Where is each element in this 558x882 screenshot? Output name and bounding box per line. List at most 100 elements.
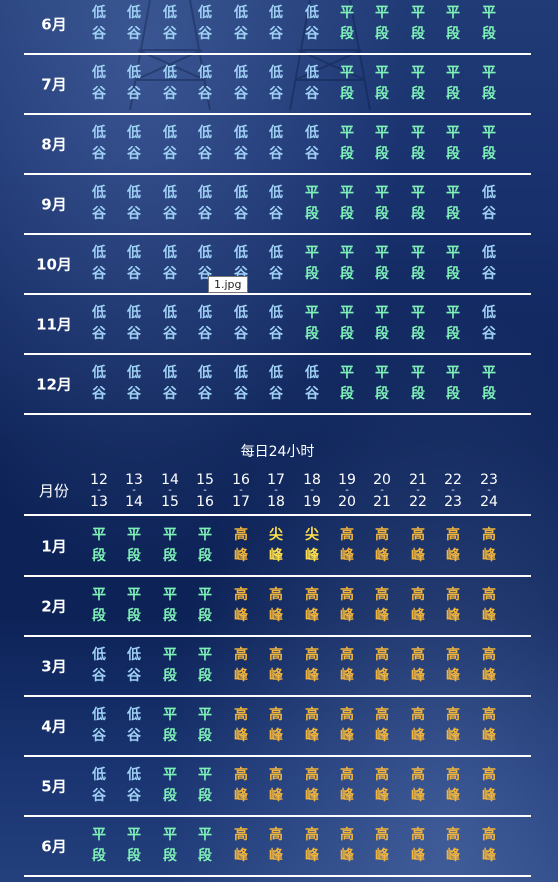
- rate-cell: 平段: [482, 64, 496, 102]
- rate-cell: 低谷: [127, 184, 141, 222]
- rate-cell: 平段: [163, 826, 177, 864]
- rate-cell: 平段: [340, 4, 354, 42]
- rate-cell: 平段: [163, 706, 177, 744]
- rate-cell: 平段: [340, 124, 354, 162]
- rate-cell: 低谷: [305, 364, 319, 402]
- rate-cell: 低谷: [127, 706, 141, 744]
- rate-cell: 平段: [446, 304, 460, 342]
- row-month-label: 9月: [41, 195, 67, 213]
- rate-cell: 低谷: [234, 4, 248, 42]
- rate-cell: 低谷: [92, 64, 106, 102]
- rate-cell: 低谷: [127, 64, 141, 102]
- rate-cell: 高峰: [446, 586, 460, 624]
- rate-cell: 高峰: [375, 526, 389, 564]
- rate-cell: 低谷: [92, 304, 106, 342]
- rate-cell: 低谷: [127, 244, 141, 282]
- rate-cell: 平段: [163, 586, 177, 624]
- hour-range-label: 22-23: [444, 472, 462, 510]
- row-month-label: 12月: [36, 375, 72, 393]
- rate-cell: 高峰: [482, 766, 496, 804]
- hour-range-label: 15-16: [196, 472, 214, 510]
- hour-header-row: 月份 12-13 13-14 14-15 15-16 16-17 17-18 18-19 19…: [24, 468, 531, 516]
- rate-cell: 平段: [198, 706, 212, 744]
- rate-cell: 高峰: [269, 826, 283, 864]
- rate-cell: 高峰: [234, 766, 248, 804]
- rate-cell: 低谷: [127, 646, 141, 684]
- rate-cell: 高峰: [375, 706, 389, 744]
- rate-cell: 低谷: [269, 64, 283, 102]
- row-month-label: 7月: [41, 75, 67, 93]
- table-row: 11月低谷低谷低谷低谷低谷低谷平段平段平段平段平段低谷: [24, 294, 531, 355]
- rate-cell: 低谷: [92, 124, 106, 162]
- table-row: 2月平段平段平段平段高峰高峰高峰高峰高峰高峰高峰高峰: [24, 576, 531, 637]
- rate-cell: 平段: [375, 364, 389, 402]
- rate-cell: 平段: [411, 364, 425, 402]
- rate-cell: 平段: [305, 244, 319, 282]
- rate-cell: 平段: [305, 304, 319, 342]
- rate-cell: 低谷: [198, 64, 212, 102]
- rate-cell: 低谷: [163, 64, 177, 102]
- rate-cell: 高峰: [375, 766, 389, 804]
- rate-cell: 高峰: [305, 646, 319, 684]
- rate-cell: 平段: [375, 64, 389, 102]
- rate-cell: 平段: [446, 364, 460, 402]
- rate-cell: 低谷: [198, 124, 212, 162]
- rate-cell: 平段: [340, 364, 354, 402]
- rate-cell: 高峰: [340, 766, 354, 804]
- row-month-label: 5月: [41, 777, 67, 795]
- row-month-label: 3月: [41, 657, 67, 675]
- rate-cell: 低谷: [127, 364, 141, 402]
- hour-range-label: 21-22: [409, 472, 427, 510]
- rate-cell: 平段: [127, 526, 141, 564]
- hour-range-label: 19-20: [338, 472, 356, 510]
- rate-cell: 高峰: [234, 826, 248, 864]
- rate-cell: 低谷: [163, 4, 177, 42]
- rate-cell: 平段: [446, 64, 460, 102]
- hour-range-label: 13-14: [125, 472, 143, 510]
- rate-cell: 平段: [446, 244, 460, 282]
- row-month-label: 6月: [41, 15, 67, 33]
- rate-cell: 平段: [198, 526, 212, 564]
- rate-cell: 低谷: [482, 244, 496, 282]
- image-tooltip: 1.jpg: [208, 276, 248, 293]
- table-row: 1月平段平段平段平段高峰尖峰尖峰高峰高峰高峰高峰高峰: [24, 516, 531, 577]
- rate-cell: 高峰: [411, 646, 425, 684]
- rate-cell: 高峰: [340, 526, 354, 564]
- rate-cell: 高峰: [375, 646, 389, 684]
- rate-cell: 低谷: [269, 244, 283, 282]
- rate-cell: 高峰: [305, 706, 319, 744]
- rate-cell: 高峰: [446, 706, 460, 744]
- rate-cell: 高峰: [234, 646, 248, 684]
- rate-cell: 高峰: [375, 586, 389, 624]
- rate-cell: 平段: [198, 646, 212, 684]
- rate-cell: 平段: [411, 124, 425, 162]
- rate-cell: 低谷: [127, 766, 141, 804]
- rate-cell: 低谷: [92, 706, 106, 744]
- rate-cell: 平段: [375, 184, 389, 222]
- row-month-label: 4月: [41, 717, 67, 735]
- rate-cell: 高峰: [411, 586, 425, 624]
- rate-cell: 平段: [375, 304, 389, 342]
- rate-cell: 高峰: [482, 526, 496, 564]
- rate-cell: 平段: [340, 184, 354, 222]
- rate-cell: 高峰: [446, 526, 460, 564]
- rate-cell: 平段: [340, 244, 354, 282]
- rate-cell: 低谷: [269, 124, 283, 162]
- rate-cell: 高峰: [269, 766, 283, 804]
- rate-cell: 平段: [375, 244, 389, 282]
- rate-cell: 平段: [305, 184, 319, 222]
- rate-cell: 高峰: [446, 826, 460, 864]
- rate-cell: 低谷: [163, 124, 177, 162]
- rate-cell: 低谷: [92, 184, 106, 222]
- hour-range-label: 17-18: [267, 472, 285, 510]
- rate-cell: 平段: [411, 64, 425, 102]
- rate-cell: 高峰: [411, 766, 425, 804]
- rate-cell: 低谷: [92, 4, 106, 42]
- row-month-label: 11月: [36, 315, 72, 333]
- rate-cell: 低谷: [234, 184, 248, 222]
- rate-cell: 高峰: [305, 586, 319, 624]
- rate-cell: 高峰: [234, 706, 248, 744]
- table-row: 12月低谷低谷低谷低谷低谷低谷低谷平段平段平段平段平段: [24, 354, 531, 415]
- rate-cell: 平段: [127, 826, 141, 864]
